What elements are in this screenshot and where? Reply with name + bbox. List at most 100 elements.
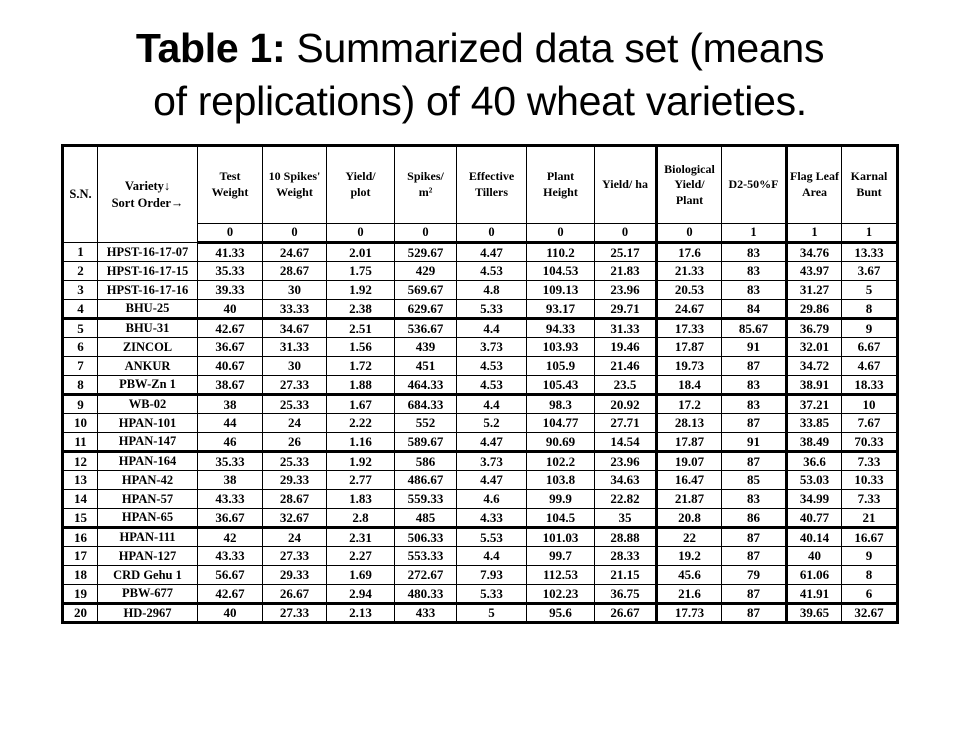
value-cell: 17.87 [655,432,722,453]
value-cell: 32.01 [785,337,842,357]
value-cell: 19.46 [594,337,657,357]
value-cell: 10.33 [841,470,898,490]
table-row: 2 HPST-16-17-15 35.33 28.67 1.75 429 4.53 104.5… [62,261,898,281]
value-cell: 104.53 [526,261,595,281]
value-cell: 272.67 [394,565,457,585]
value-cell: 433 [394,603,457,623]
value-cell: 70.33 [841,432,898,453]
table-row: 16 HPAN-111 42 24 2.31 506.33 5.53 101.03 28.88 2… [62,527,898,547]
variety-cell: HPAN-42 [97,470,198,490]
value-cell: 24 [262,413,327,433]
table-row: 20 HD-2967 40 27.33 2.13 433 5 95.6 26.67 17.73 87… [62,603,898,623]
slide-title: Table 1: Summarized data set (means of r… [0,22,960,128]
variety-cell: BHU-31 [97,318,198,338]
wheat-data-table: S.N. Variety↓ Sort Order→ Test Weight 10 Sp… [61,144,899,624]
value-cell: 37.21 [785,394,842,414]
value-cell: 1.69 [326,565,395,585]
value-cell: 9 [841,546,898,566]
value-cell: 684.33 [394,394,457,414]
value-cell: 34.99 [785,489,842,509]
value-cell: 87 [721,584,787,605]
value-cell: 95.6 [526,603,595,623]
column-header: 10 Spikes' Weight [262,145,327,224]
value-cell: 33.85 [785,413,842,433]
value-cell: 94.33 [526,318,595,338]
value-cell: 10 [841,394,898,414]
title-text-2: of replications) of 40 wheat varieties. [153,78,807,124]
value-cell: 79 [721,565,787,585]
table-row: 4 BHU-25 40 33.33 2.38 629.67 5.33 93.17 29.71 24… [62,299,898,320]
sn-cell: 2 [62,261,98,281]
value-cell: 38 [197,394,263,414]
value-cell: 21.83 [594,261,657,281]
value-cell: 2.13 [326,603,395,623]
value-cell: 25.33 [262,394,327,414]
variety-cell: WB-02 [97,394,198,414]
value-cell: 27.33 [262,603,327,623]
variety-cell: HPAN-57 [97,489,198,509]
value-cell: 25.17 [594,242,657,262]
value-cell: 103.93 [526,337,595,357]
value-cell: 38 [197,470,263,490]
value-cell: 110.2 [526,242,595,262]
value-cell: 4.47 [456,242,527,262]
value-cell: 4.4 [456,318,527,338]
value-cell: 589.67 [394,432,457,453]
value-cell: 1.75 [326,261,395,281]
sort-flag-cell: 0 [394,223,457,244]
variety-cell: ANKUR [97,356,198,376]
value-cell: 28.88 [594,527,657,547]
value-cell: 36.67 [197,508,263,529]
sort-flag-cell: 0 [526,223,595,244]
value-cell: 19.2 [655,546,722,566]
value-cell: 40.67 [197,356,263,376]
value-cell: 1.92 [326,451,395,471]
value-cell: 83 [721,375,787,396]
sn-cell: 9 [62,394,98,414]
value-cell: 2.01 [326,242,395,262]
sn-cell: 13 [62,470,98,490]
value-cell: 36.6 [785,451,842,471]
sort-flag-cell: 0 [655,223,722,244]
sort-flag-cell: 0 [197,223,263,244]
value-cell: 30 [262,280,327,300]
sn-cell: 15 [62,508,98,529]
variety-cell: HPST-16-17-07 [97,242,198,262]
value-cell: 85 [721,470,787,490]
value-cell: 83 [721,242,787,262]
value-cell: 29.33 [262,470,327,490]
value-cell: 43.33 [197,546,263,566]
value-cell: 33.33 [262,299,327,320]
sn-cell: 17 [62,546,98,566]
value-cell: 2.77 [326,470,395,490]
value-cell: 35 [594,508,657,529]
value-cell: 1.16 [326,432,395,453]
value-cell: 31.27 [785,280,842,300]
value-cell: 7.93 [456,565,527,585]
value-cell: 24 [262,527,327,547]
value-cell: 45.6 [655,565,722,585]
variety-cell: ZINCOL [97,337,198,357]
value-cell: 9 [841,318,898,338]
value-cell: 46 [197,432,263,453]
value-cell: 3.67 [841,261,898,281]
column-header: Test Weight [197,145,263,224]
value-cell: 38.49 [785,432,842,453]
value-cell: 7.67 [841,413,898,433]
value-cell: 101.03 [526,527,595,547]
value-cell: 2.51 [326,318,395,338]
value-cell: 553.33 [394,546,457,566]
table-row: 10 HPAN-101 44 24 2.22 552 5.2 104.77 27.71 28.13… [62,413,898,433]
value-cell: 529.67 [394,242,457,262]
sn-cell: 3 [62,280,98,300]
variety-cell: HPAN-147 [97,432,198,453]
value-cell: 4.47 [456,470,527,490]
sn-cell: 11 [62,432,98,453]
column-header: Flag Leaf Area [785,145,842,224]
table-row: 8 PBW-Zn 1 38.67 27.33 1.88 464.33 4.53 105.43 2… [62,375,898,396]
value-cell: 8 [841,299,898,320]
value-cell: 2.22 [326,413,395,433]
value-cell: 41.33 [197,242,263,262]
value-cell: 83 [721,489,787,509]
